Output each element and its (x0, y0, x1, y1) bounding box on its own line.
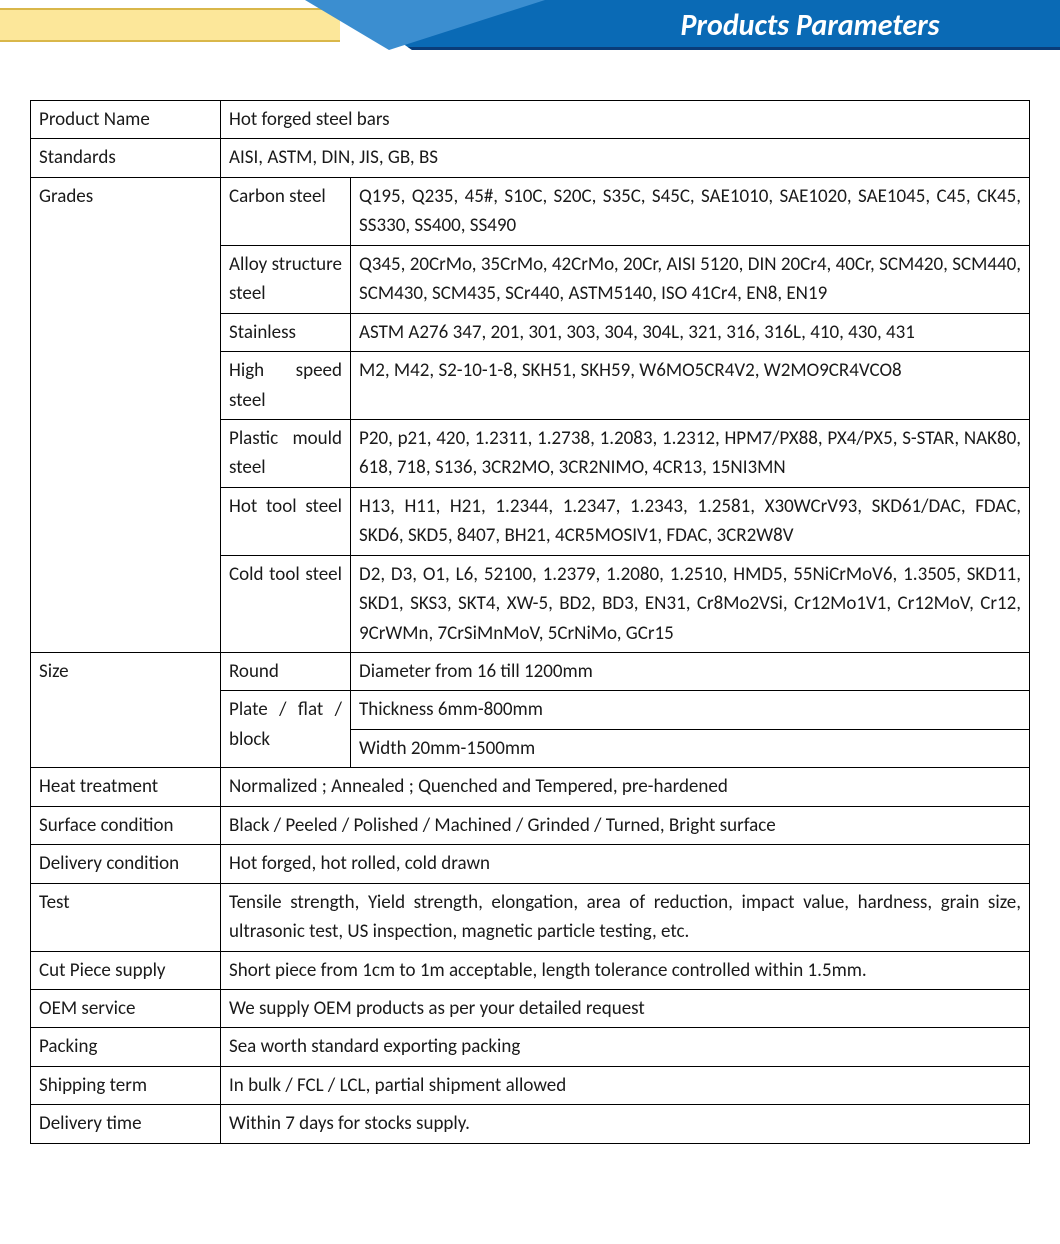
table-container: Product Name Hot forged steel bars Stand… (0, 50, 1060, 1244)
row-label: Surface condition (31, 806, 221, 844)
row-value: Hot forged, hot rolled, cold drawn (221, 845, 1030, 883)
row-value: Thickness 6mm-800mm (351, 691, 1030, 729)
row-value: Width 20mm-1500mm (351, 729, 1030, 767)
header-yellow-bar (0, 8, 340, 42)
parameters-table: Product Name Hot forged steel bars Stand… (30, 100, 1030, 1144)
row-value: M2, M42, S2-10-1-8, SKH51, SKH59, W6MO5C… (351, 352, 1030, 420)
table-row: Size Round Diameter from 16 till 1200mm (31, 653, 1030, 691)
table-row: Standards AISI, ASTM, DIN, JIS, GB, BS (31, 139, 1030, 177)
table-row: Packing Sea worth standard exporting pac… (31, 1028, 1030, 1066)
row-value: Black / Peeled / Polished / Machined / G… (221, 806, 1030, 844)
row-sublabel: Cold tool steel (221, 555, 351, 652)
row-value: Tensile strength, Yield strength, elonga… (221, 883, 1030, 951)
row-value: In bulk / FCL / LCL, partial shipment al… (221, 1066, 1030, 1104)
table-row: Heat treatment Normalized ; Annealed ; Q… (31, 768, 1030, 806)
row-label: Test (31, 883, 221, 951)
table-row: Test Tensile strength, Yield strength, e… (31, 883, 1030, 951)
row-value: Short piece from 1cm to 1m acceptable, l… (221, 951, 1030, 989)
row-sublabel: Plastic mould steel (221, 419, 351, 487)
row-value: H13, H11, H21, 1.2344, 1.2347, 1.2343, 1… (351, 487, 1030, 555)
table-row: Delivery condition Hot forged, hot rolle… (31, 845, 1030, 883)
row-value: We supply OEM products as per your detai… (221, 989, 1030, 1027)
row-sublabel: Stainless (221, 313, 351, 351)
row-value: Hot forged steel bars (221, 101, 1030, 139)
row-value: Sea worth standard exporting packing (221, 1028, 1030, 1066)
row-label: Delivery condition (31, 845, 221, 883)
row-label: Grades (31, 177, 221, 652)
row-sublabel: Round (221, 653, 351, 691)
row-value: D2, D3, O1, L6, 52100, 1.2379, 1.2080, 1… (351, 555, 1030, 652)
row-value: ASTM A276 347, 201, 301, 303, 304, 304L,… (351, 313, 1030, 351)
header-title: Products Parameters (560, 0, 1060, 50)
header-banner: Products Parameters (0, 0, 1060, 50)
row-value: P20, p21, 420, 1.2311, 1.2738, 1.2083, 1… (351, 419, 1030, 487)
row-value: Q345, 20CrMo, 35CrMo, 42CrMo, 20Cr, AISI… (351, 245, 1030, 313)
row-label: Packing (31, 1028, 221, 1066)
row-label: OEM service (31, 989, 221, 1027)
table-row: Product Name Hot forged steel bars (31, 101, 1030, 139)
table-row: Grades Carbon steel Q195, Q235, 45#, S10… (31, 177, 1030, 245)
row-value: Q195, Q235, 45#, S10C, S20C, S35C, S45C,… (351, 177, 1030, 245)
row-label: Product Name (31, 101, 221, 139)
row-sublabel: Alloy structure steel (221, 245, 351, 313)
row-label: Size (31, 653, 221, 768)
row-sublabel: Carbon steel (221, 177, 351, 245)
table-row: Surface condition Black / Peeled / Polis… (31, 806, 1030, 844)
row-sublabel: Hot tool steel (221, 487, 351, 555)
row-label: Standards (31, 139, 221, 177)
row-label: Heat treatment (31, 768, 221, 806)
row-label: Cut Piece supply (31, 951, 221, 989)
row-label: Shipping term (31, 1066, 221, 1104)
row-value: Normalized ; Annealed ; Quenched and Tem… (221, 768, 1030, 806)
row-sublabel: Plate / flat / block (221, 691, 351, 768)
table-row: Shipping term In bulk / FCL / LCL, parti… (31, 1066, 1030, 1104)
table-row: Cut Piece supply Short piece from 1cm to… (31, 951, 1030, 989)
table-row: OEM service We supply OEM products as pe… (31, 989, 1030, 1027)
row-value: AISI, ASTM, DIN, JIS, GB, BS (221, 139, 1030, 177)
row-value: Diameter from 16 till 1200mm (351, 653, 1030, 691)
row-sublabel: High speed steel (221, 352, 351, 420)
